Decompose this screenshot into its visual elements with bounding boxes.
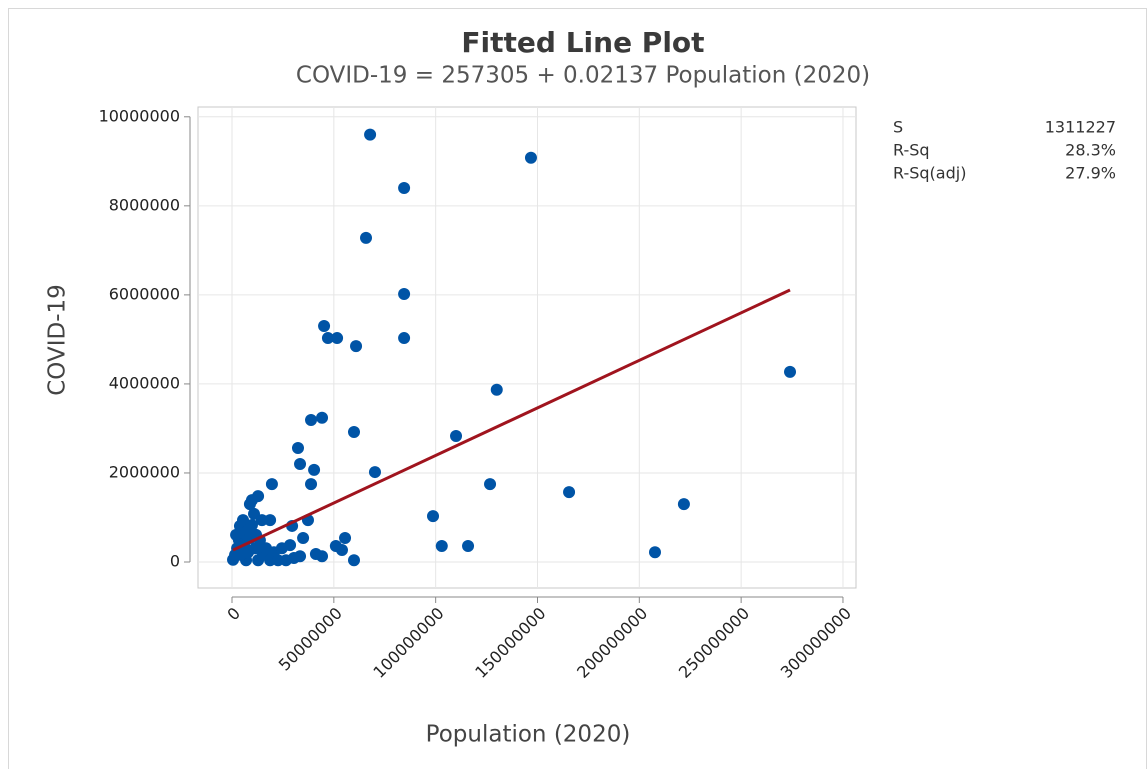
x-tick-label: 100000000 (369, 604, 447, 682)
point (297, 531, 310, 544)
x-tick-label: 0 (223, 604, 244, 625)
point (435, 539, 448, 552)
point (305, 478, 318, 491)
point (335, 543, 348, 556)
x-tick-label: 300000000 (777, 604, 855, 682)
point (294, 458, 307, 471)
point (350, 340, 363, 353)
point (291, 442, 304, 455)
point (230, 528, 243, 541)
point (255, 514, 268, 527)
point (316, 411, 329, 424)
x-axis-label: Population (2020) (426, 722, 631, 748)
point (484, 478, 497, 491)
chart-title: Fitted Line Plot (461, 26, 704, 59)
point (294, 550, 307, 563)
point (462, 539, 475, 552)
stat-value: 27.9% (1065, 164, 1116, 183)
x-tick-label: 250000000 (675, 604, 753, 682)
point (284, 539, 297, 552)
point (331, 332, 344, 345)
fit-line (232, 288, 791, 552)
point (347, 554, 360, 567)
point (677, 498, 690, 511)
point (318, 320, 331, 333)
y-tick-label: 6000000 (109, 284, 180, 303)
x-tick-label: 200000000 (573, 604, 651, 682)
point (450, 430, 463, 443)
y-tick-label: 10000000 (99, 106, 180, 125)
point (563, 486, 576, 499)
point (245, 494, 258, 507)
stat-value: 28.3% (1065, 141, 1116, 160)
y-axis-label: COVID-19 (45, 284, 71, 396)
plot-area (197, 106, 857, 589)
point (321, 332, 334, 345)
point (784, 365, 797, 378)
point (398, 182, 411, 195)
point (309, 547, 322, 560)
point (347, 426, 360, 438)
frame (8, 8, 1147, 769)
y-tick-label: 2000000 (109, 462, 180, 481)
y-tick-label: 4000000 (109, 373, 180, 392)
point (648, 546, 661, 559)
point (490, 383, 503, 396)
point (368, 466, 381, 479)
point (308, 463, 321, 476)
point (427, 510, 440, 523)
point (398, 287, 411, 300)
chart-subtitle: COVID-19 = 257305 + 0.02137 Population (… (296, 63, 870, 89)
y-tick-label: 8000000 (109, 195, 180, 214)
point (305, 413, 318, 426)
point (398, 332, 411, 345)
y-tick-label: 0 (170, 552, 180, 571)
x-tick-label: 50000000 (275, 604, 346, 675)
stat-label: S (893, 118, 903, 137)
point (524, 151, 537, 164)
stat-value: 1311227 (1045, 118, 1116, 137)
point (237, 514, 250, 527)
point (234, 548, 247, 561)
stat-label: R-Sq(adj) (893, 164, 966, 183)
point (339, 531, 352, 544)
point (360, 231, 373, 244)
point (265, 478, 278, 491)
x-tick-label: 150000000 (471, 604, 549, 682)
point (364, 128, 377, 141)
stat-label: R-Sq (893, 141, 930, 160)
